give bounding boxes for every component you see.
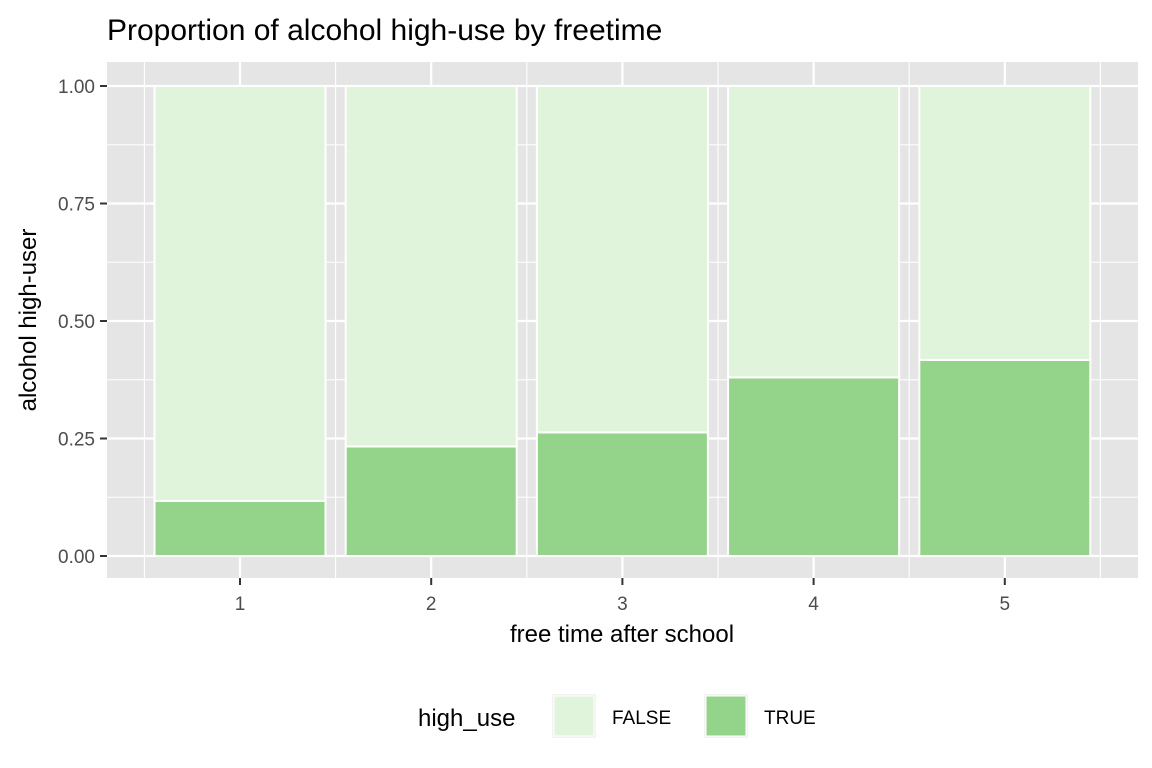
legend-label-false: FALSE (612, 708, 671, 729)
bar-true-1 (153, 500, 327, 558)
y-axis-label: alcohol high-user (15, 229, 42, 412)
bar-false-5 (918, 85, 1092, 362)
x-tick-label: 5 (1000, 594, 1011, 615)
bar-true-4 (727, 376, 901, 557)
legend-title: high_use (418, 705, 515, 732)
bar-false-3 (535, 85, 709, 434)
bar-true-5 (918, 359, 1092, 558)
y-tick-label: 0.00 (58, 547, 95, 568)
x-tick-label: 1 (235, 594, 246, 615)
bars (153, 85, 1092, 558)
y-tick-label: 0.75 (58, 195, 95, 216)
legend-key-true (705, 695, 747, 737)
bar-false-4 (727, 85, 901, 379)
bar-true-2 (344, 445, 518, 557)
y-tick-label: 0.25 (58, 430, 95, 451)
chart-title: Proportion of alcohol high-use by freeti… (107, 14, 662, 47)
legend: high_use FALSE TRUE (418, 694, 816, 738)
legend-label-true: TRUE (764, 708, 816, 729)
y-tick-label: 0.50 (58, 312, 95, 333)
y-tick-label: 1.00 (58, 77, 95, 98)
bar-false-2 (344, 85, 518, 448)
y-axis: 0.00 0.25 0.50 0.75 1.00 (58, 77, 107, 568)
bar-true-3 (535, 431, 709, 558)
x-tick-label: 3 (617, 594, 628, 615)
x-tick-label: 2 (426, 594, 437, 615)
bar-false-1 (153, 85, 327, 503)
x-axis: 1 2 3 4 5 (235, 578, 1010, 615)
legend-key-false (553, 695, 595, 737)
x-axis-label: free time after school (510, 621, 734, 648)
x-tick-label: 4 (808, 594, 819, 615)
